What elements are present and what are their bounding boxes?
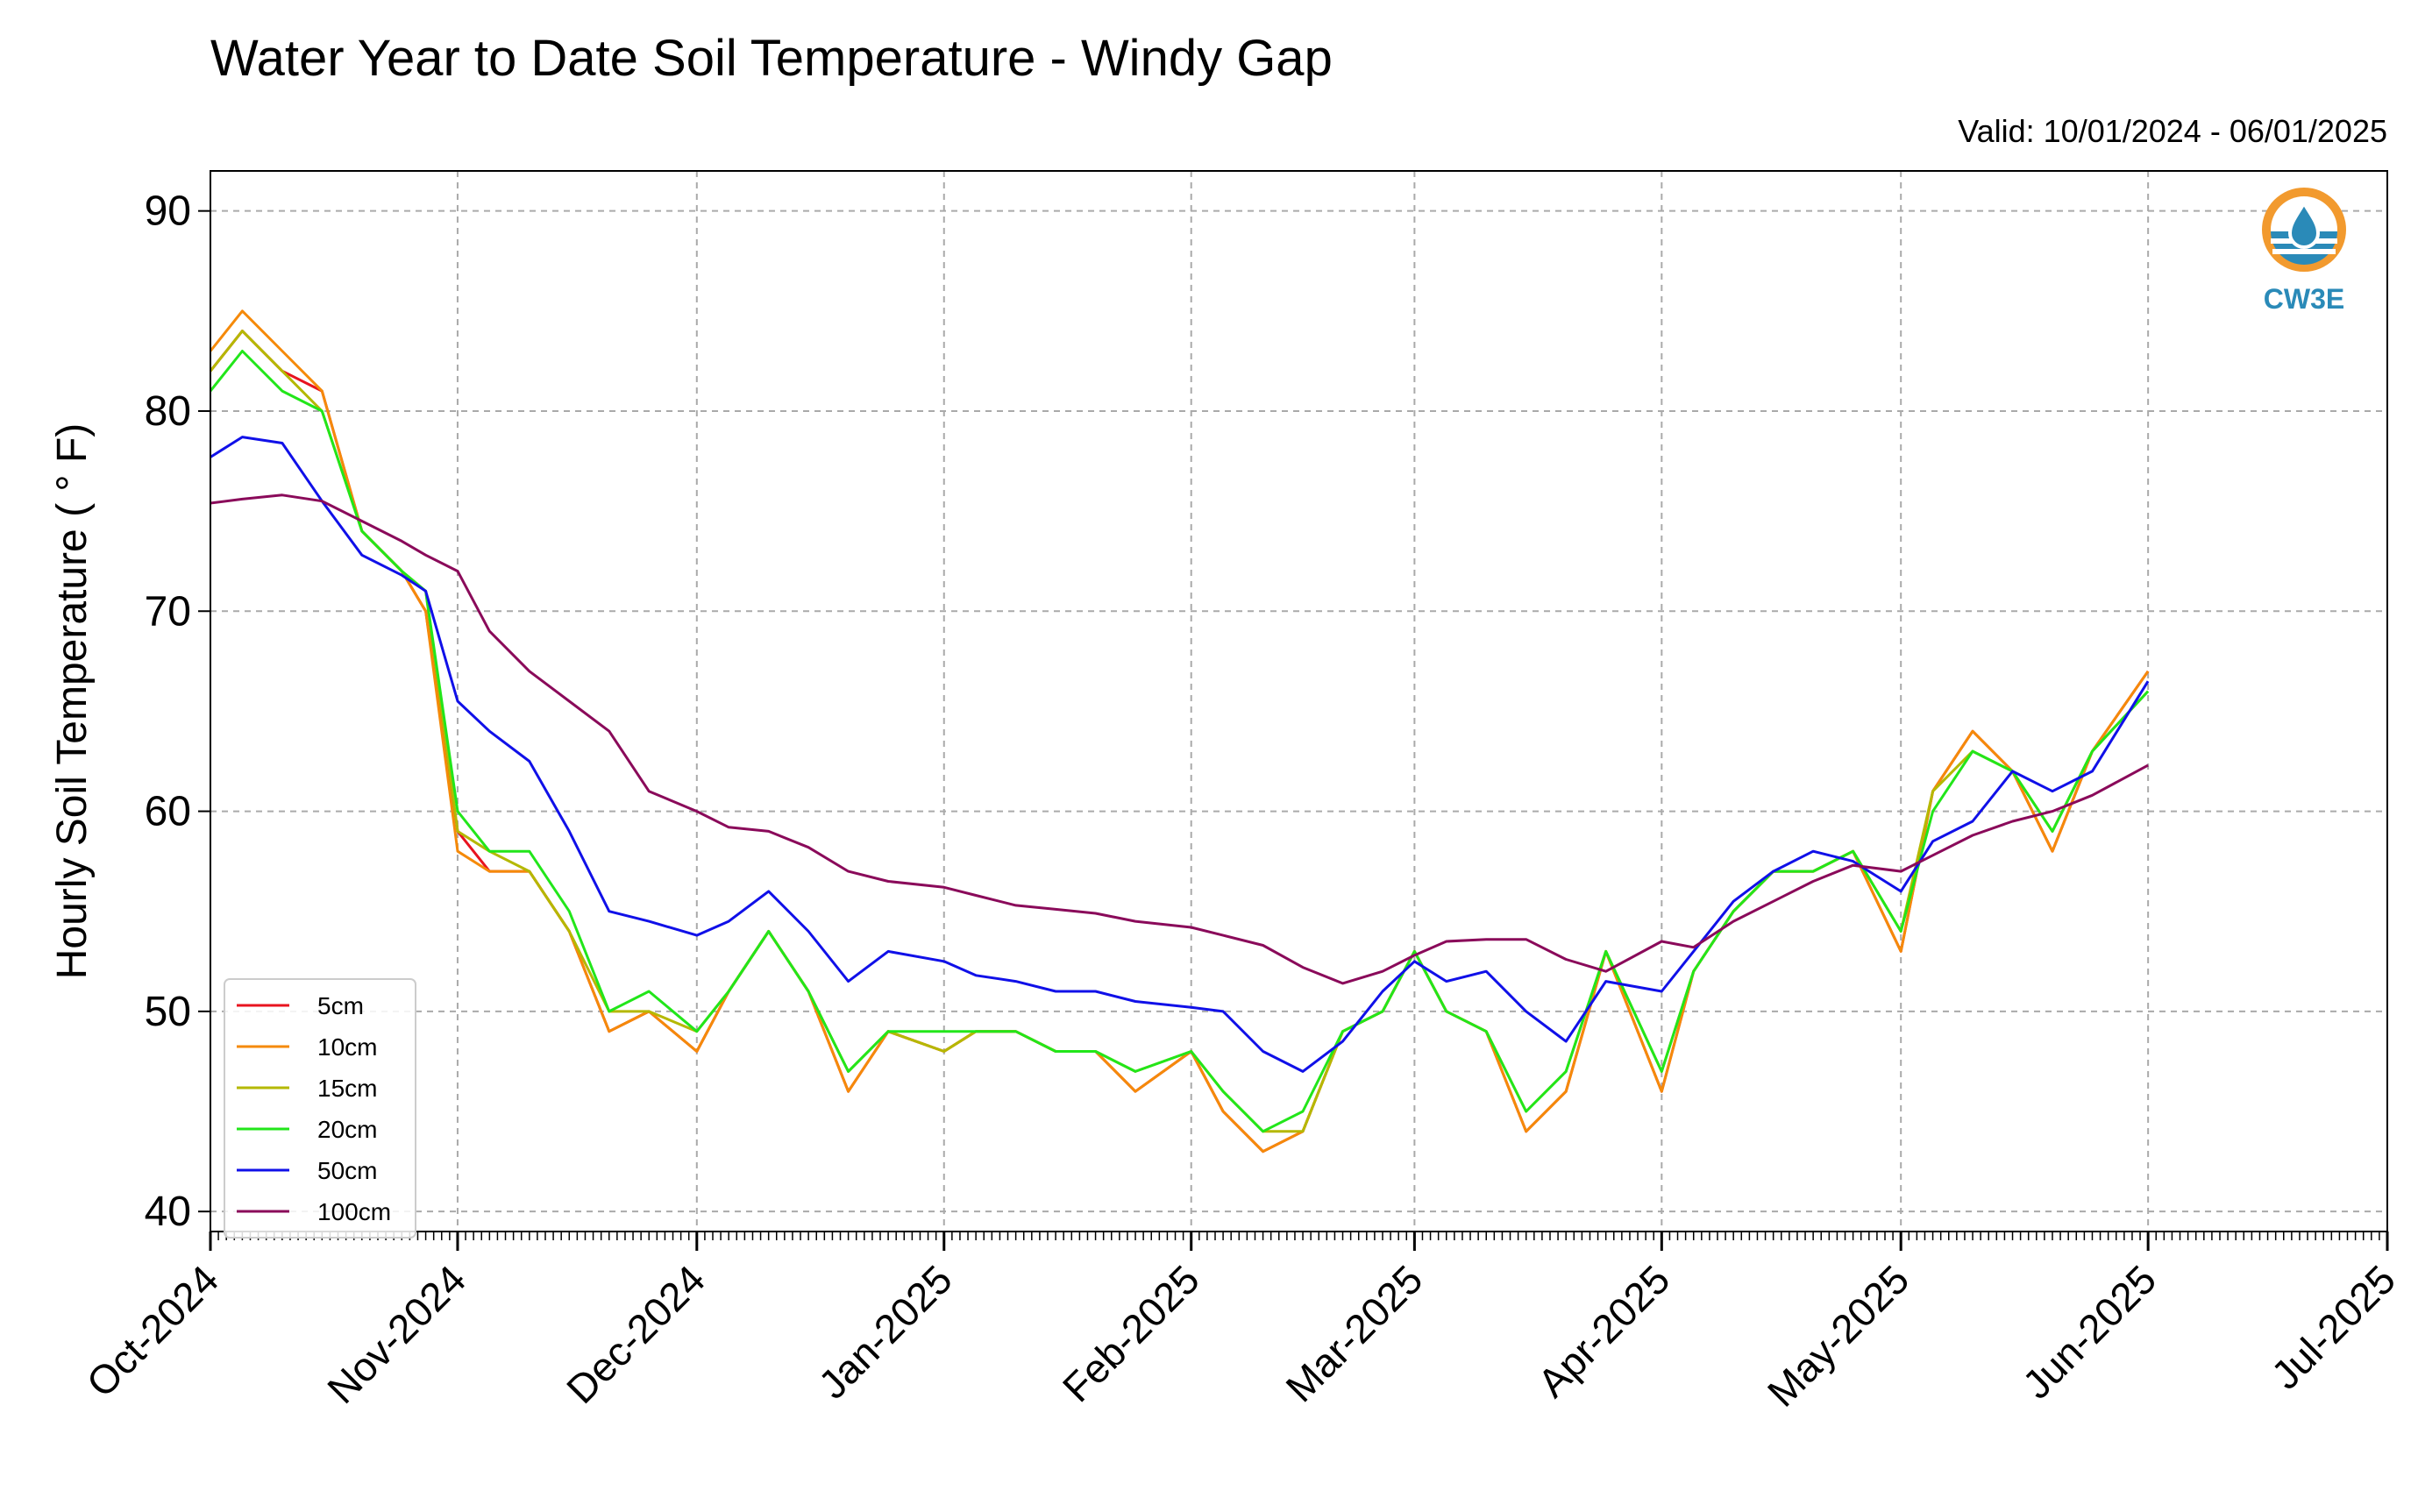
x-tick-labels: Oct-2024 Nov-2024 Dec-2024 Jan-2025 Feb-2025… — [78, 1256, 2405, 1415]
series-line-50cm — [210, 436, 2150, 1073]
legend-label: 50cm — [317, 1157, 377, 1184]
valid-range: Valid: 10/01/2024 - 06/01/2025 — [1958, 113, 2387, 149]
y-tick-labels: 40 50 60 70 80 90 — [145, 188, 191, 1236]
x-tick-label: Jan-2025 — [809, 1256, 960, 1407]
x-tick-label: Feb-2025 — [1054, 1256, 1208, 1410]
y-tick-label: 90 — [145, 188, 191, 235]
y-tick-label: 60 — [145, 789, 191, 835]
y-tick-label: 80 — [145, 388, 191, 435]
series-line-10cm — [209, 309, 2150, 1154]
legend-label: 5cm — [317, 992, 364, 1019]
plot-frame — [210, 170, 2388, 1232]
y-tick-label: 50 — [145, 989, 191, 1035]
legend-box — [224, 978, 416, 1239]
y-axis-label: Hourly Soil Temperature ( ° F) — [49, 423, 96, 980]
y-tick-label: 70 — [145, 588, 191, 635]
logo-text: CW3E — [2264, 283, 2344, 315]
legend-label: 20cm — [317, 1116, 377, 1143]
x-tick-label: Dec-2024 — [558, 1256, 714, 1412]
chart-title: Water Year to Date Soil Temperature - Wi… — [210, 30, 1333, 87]
x-tick-label: Oct-2024 — [78, 1256, 228, 1406]
legend-label: 100cm — [317, 1198, 391, 1225]
x-tick-label: Jul-2025 — [2263, 1256, 2405, 1398]
x-tick-label: Apr-2025 — [1529, 1256, 1679, 1406]
series-line-100cm — [210, 493, 2149, 985]
x-tick-label: Jun-2025 — [2014, 1256, 2165, 1407]
cw3e-logo-icon: CW3E — [2262, 188, 2346, 315]
x-tick-label: Nov-2024 — [318, 1256, 474, 1412]
grid-lines — [210, 171, 2388, 1232]
legend-label: 10cm — [317, 1033, 377, 1061]
legend-label: 15cm — [317, 1075, 377, 1102]
axis-ticks — [198, 209, 2389, 1251]
x-tick-label: Mar-2025 — [1277, 1256, 1431, 1410]
legend: 5cm 10cm 15cm 20cm 50cm 100cm — [224, 978, 416, 1239]
series-line-20cm — [209, 350, 2150, 1133]
x-tick-label: May-2025 — [1759, 1256, 1917, 1415]
series-lines — [209, 309, 2150, 1154]
y-tick-label: 40 — [145, 1189, 191, 1235]
